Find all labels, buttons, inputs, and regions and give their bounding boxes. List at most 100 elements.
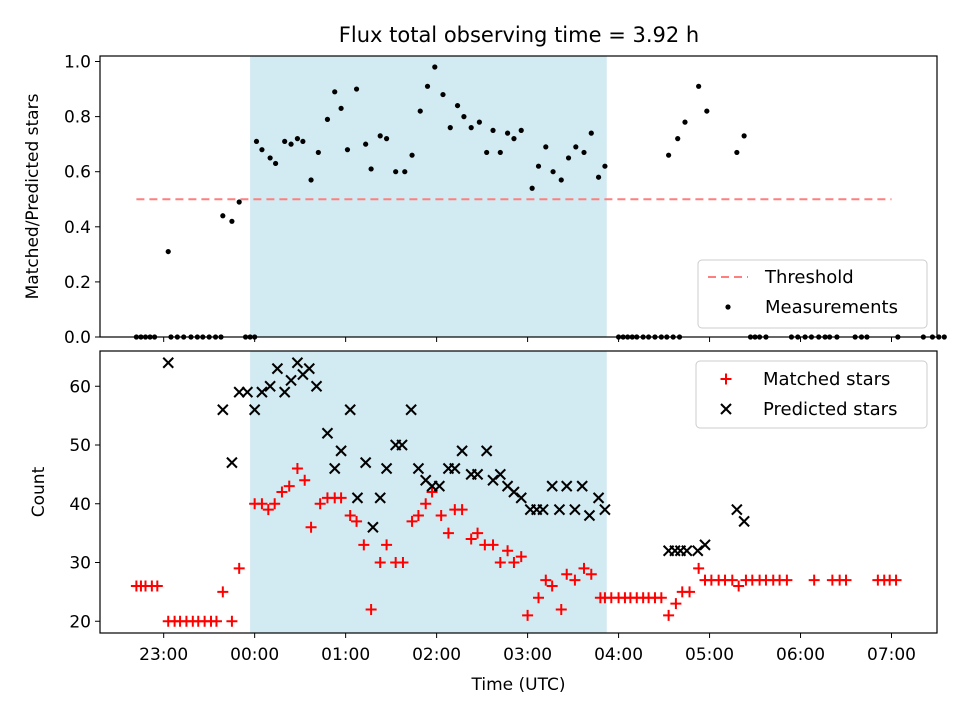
matched-star-point [276, 486, 288, 498]
predicted-star-point [351, 492, 364, 504]
legend-measurement-swatch [725, 304, 731, 310]
predicted-star-point [669, 545, 681, 557]
x-tick-label: 02:00 [412, 645, 461, 665]
y-tick-label: 1.0 [64, 53, 91, 73]
predicted-star-point [344, 404, 356, 416]
measurement-point [682, 119, 688, 125]
matched-star-point [365, 604, 377, 615]
predicted-star-point [405, 404, 417, 416]
predicted-star-point [303, 362, 315, 375]
measurement-point [424, 83, 431, 89]
matched-star-point [515, 551, 527, 563]
measurement-point [573, 144, 579, 150]
ratio-panel: 0.0 0.2 0.4 0.6 0.8 1.0 Matched/Predicted star… [23, 53, 947, 348]
predicted-star-point [738, 515, 750, 528]
matched-star-point [299, 474, 311, 486]
matched-star-point [226, 615, 238, 627]
y-tick-label: 20 [69, 612, 91, 632]
predicted-star-point [241, 386, 254, 398]
measurement-point [393, 169, 399, 175]
measurement-point [490, 127, 496, 133]
predicted-star-point [515, 492, 527, 504]
measurement-point [300, 138, 306, 145]
x-tick-label: 23:00 [139, 645, 188, 665]
predicted-star-point [599, 503, 611, 516]
matched-star-point [465, 533, 477, 545]
matched-star-point [840, 574, 852, 586]
matched-star-point [487, 539, 499, 551]
measurement-point [220, 213, 226, 219]
y-tick-label: 0.8 [64, 108, 91, 128]
matched-star-point [561, 568, 573, 580]
measurement-point [558, 177, 564, 183]
matched-star-point [406, 515, 418, 527]
matched-star-point [269, 498, 281, 510]
measurement-point [440, 91, 446, 98]
chart-title: Flux total observing time = 3.92 h [339, 23, 699, 47]
matched-star-point [426, 486, 438, 498]
predicted-star-point [162, 357, 174, 369]
matched-star-point [210, 615, 222, 627]
matched-star-point [720, 373, 732, 385]
matched-star-point [670, 598, 682, 610]
measurement-point [511, 136, 517, 142]
measurement-point [272, 160, 279, 167]
measurement-point [447, 125, 453, 131]
y-axis-label-count: Count [29, 466, 49, 517]
predicted-star-point [285, 374, 297, 387]
matched-star-point [546, 580, 558, 592]
measurement-point [338, 105, 344, 111]
matched-star-point [472, 527, 484, 539]
matched-star-point [151, 580, 163, 592]
bottom-axes-frame [99, 350, 938, 634]
measurement-point [595, 174, 602, 180]
matched-star-point [890, 574, 902, 586]
predicted-star-point [359, 456, 372, 469]
measurement-point [504, 130, 511, 136]
predicted-star-point [561, 480, 573, 492]
matched-star-point [655, 592, 667, 604]
top-axes-frame [99, 55, 938, 338]
measurement-point [332, 89, 338, 95]
measurement-point [550, 169, 556, 175]
predicted-star-point [278, 386, 291, 398]
measurement-point [409, 152, 415, 158]
legend-threshold-label: Threshold [764, 267, 854, 288]
legend-frame [695, 360, 928, 429]
matched-star-point [569, 574, 581, 586]
predicted-star-point [720, 403, 732, 415]
predicted-star-point [471, 468, 484, 481]
predicted-star-point [310, 380, 323, 392]
matched-star-point [456, 504, 468, 516]
matched-star-point [291, 463, 303, 474]
predicted-star-point [592, 492, 605, 504]
matched-star-point [412, 510, 424, 521]
measurement-point [543, 144, 549, 150]
matched-star-point [397, 557, 409, 568]
matched-star-point [335, 492, 347, 504]
measurement-point [484, 149, 490, 156]
matched-star-point [305, 521, 317, 533]
measurement-point [417, 108, 423, 114]
matched-star-point [374, 557, 386, 568]
matched-star-point [442, 527, 454, 539]
legend-predicted-label: Predicted stars [763, 399, 897, 420]
y-tick-label: 0.2 [64, 273, 91, 293]
measurement-point [666, 152, 672, 158]
measurement-point [363, 141, 369, 147]
measurement-point [377, 133, 383, 139]
measurement-point [308, 177, 314, 183]
legend-measurement-label: Measurements [765, 297, 898, 318]
measurement-point [581, 149, 587, 156]
matched-star-point [283, 480, 295, 492]
matched-star-point [217, 586, 229, 598]
predicted-star-point [449, 462, 461, 475]
measurement-point [734, 149, 740, 156]
y-axis-label-ratio: Matched/Predicted stars [23, 93, 43, 299]
matched-star-point [578, 562, 590, 574]
y-tick-label: 0.4 [64, 218, 91, 238]
predicted-star-point [264, 380, 276, 392]
predicted-star-point [576, 480, 588, 492]
measurement-point [353, 86, 360, 92]
